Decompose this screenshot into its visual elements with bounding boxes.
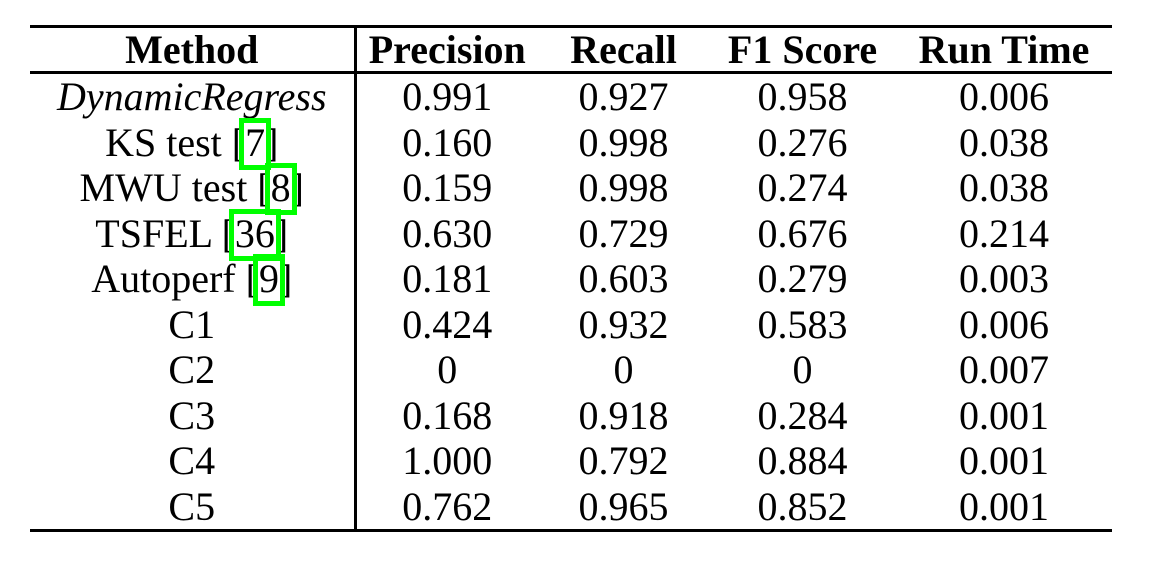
run-time-cell: 0.006 <box>959 74 1049 119</box>
table-row: C2 0 0 0 0.007 <box>30 347 1112 393</box>
method-cell: DynamicRegress <box>30 72 357 120</box>
method-cell: KS test [7] <box>30 117 357 170</box>
table-row: KS test [7] 0.160 0.998 0.276 0.038 <box>30 117 1112 170</box>
f1-score-cell: 0.884 <box>757 438 848 483</box>
f1-score-cell: 0.279 <box>757 256 848 301</box>
table-row: C1 0.424 0.932 0.583 0.006 <box>30 301 1112 347</box>
run-time-cell: 0.038 <box>959 165 1049 210</box>
precision-cell: 0.991 <box>402 74 493 119</box>
recall-cell: 0 <box>613 347 634 392</box>
f1-score-cell: 0.958 <box>757 74 848 119</box>
recall-cell: 0.603 <box>578 256 669 301</box>
method-cell: C1 <box>30 301 357 347</box>
table-row: TSFEL [36] 0.630 0.729 0.676 0.214 <box>30 208 1112 261</box>
table-row: DynamicRegress 0.991 0.927 0.958 0.006 <box>30 72 1112 120</box>
method-cell: C4 <box>30 438 357 484</box>
method-cell: TSFEL [36] <box>30 208 357 261</box>
method-cell: Autoperf [9] <box>30 254 357 306</box>
citation-number: 9 <box>258 256 279 301</box>
run-time-cell: 0.214 <box>959 210 1049 256</box>
f1-score-cell: 0 <box>792 347 813 392</box>
run-time-cell: 0.038 <box>959 119 1049 165</box>
f1-score-cell: 0.284 <box>757 392 848 438</box>
run-time-cell: 0.007 <box>959 347 1049 392</box>
recall-cell: 0.932 <box>578 301 669 347</box>
f1-score-cell: 0.583 <box>757 301 848 347</box>
method-text-prefix: MWU test [ <box>79 165 271 210</box>
results-table: Method Precision Recall F1 Score Run Tim… <box>30 25 1112 532</box>
method-text-suffix: ] <box>278 256 293 301</box>
method-cell: MWU test [8] <box>30 163 357 215</box>
precision-cell: 0 <box>437 347 458 392</box>
precision-cell: 0.424 <box>402 301 493 347</box>
col-header-f1-score: F1 Score <box>709 26 896 74</box>
run-time-cell: 0.001 <box>959 483 1049 529</box>
method-text-prefix: TSFEL [ <box>95 210 235 256</box>
method-text-prefix: Autoperf [ <box>91 256 259 301</box>
run-time-cell: 0.003 <box>959 256 1049 301</box>
recall-cell: 0.729 <box>578 210 669 256</box>
run-time-cell: 0.001 <box>959 438 1049 483</box>
citation-number: 8 <box>270 165 291 210</box>
precision-cell: 0.181 <box>402 256 493 301</box>
table-row: Autoperf [9] 0.181 0.603 0.279 0.003 <box>30 254 1112 306</box>
run-time-cell: 0.006 <box>959 301 1049 347</box>
f1-score-cell: 0.676 <box>757 210 848 256</box>
method-text-prefix: KS test [ <box>105 119 246 165</box>
precision-cell: 0.168 <box>402 392 493 438</box>
precision-cell: 0.630 <box>402 210 493 256</box>
citation-link[interactable]: 9 <box>252 254 285 306</box>
recall-cell: 0.998 <box>578 119 669 165</box>
f1-score-cell: 0.852 <box>757 483 848 529</box>
col-header-precision: Precision <box>355 26 538 74</box>
recall-cell: 0.965 <box>578 483 669 529</box>
citation-link[interactable]: 8 <box>264 163 297 215</box>
method-cell: C3 <box>30 392 357 438</box>
method-text-suffix: ] <box>274 210 289 256</box>
recall-cell: 0.792 <box>578 438 669 483</box>
recall-cell: 0.918 <box>578 392 669 438</box>
precision-cell: 0.762 <box>402 483 493 529</box>
precision-cell: 0.159 <box>402 165 493 210</box>
f1-score-cell: 0.274 <box>757 165 848 210</box>
table-row: C4 1.000 0.792 0.884 0.001 <box>30 438 1112 484</box>
col-header-recall: Recall <box>538 26 709 74</box>
citation-number: 36 <box>234 210 275 256</box>
f1-score-cell: 0.276 <box>757 119 848 165</box>
table-row: MWU test [8] 0.159 0.998 0.274 0.038 <box>30 163 1112 215</box>
recall-cell: 0.927 <box>578 74 669 119</box>
recall-cell: 0.998 <box>578 165 669 210</box>
table-row: C3 0.168 0.918 0.284 0.001 <box>30 392 1112 438</box>
citation-link[interactable]: 36 <box>228 208 281 261</box>
method-cell: C5 <box>30 483 357 531</box>
precision-cell: 1.000 <box>402 438 493 483</box>
method-text-suffix: ] <box>290 165 304 210</box>
table-row: C5 0.762 0.965 0.852 0.001 <box>30 483 1112 531</box>
col-header-run-time: Run Time <box>896 26 1112 74</box>
precision-cell: 0.160 <box>402 119 493 165</box>
header-row: Method Precision Recall F1 Score Run Tim… <box>30 26 1112 74</box>
method-text-suffix: ] <box>265 119 279 165</box>
citation-link[interactable]: 7 <box>239 117 272 170</box>
col-header-method: Method <box>30 26 357 74</box>
run-time-cell: 0.001 <box>959 392 1049 438</box>
citation-number: 7 <box>245 119 266 165</box>
method-cell: C2 <box>30 347 357 393</box>
